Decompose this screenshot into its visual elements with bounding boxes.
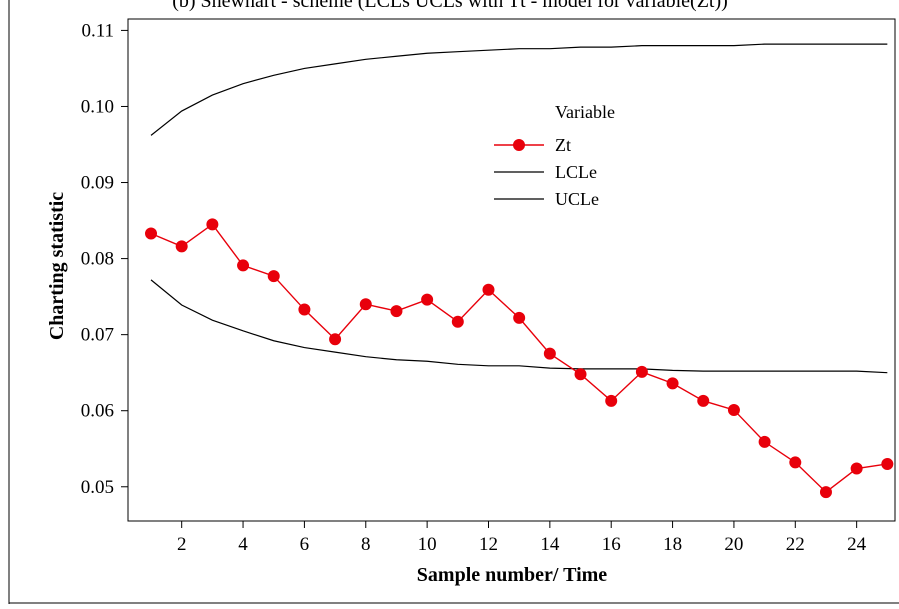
- data-point-zt: [145, 227, 158, 240]
- data-point-zt: [758, 435, 771, 448]
- x-tick-label: 24: [847, 534, 867, 555]
- data-point-zt: [513, 311, 526, 324]
- data-point-zt: [175, 240, 188, 253]
- series-line-zt: [150, 223, 888, 494]
- chart-title: (b) Shewhart - scheme (LCLs UCLs with Tt…: [172, 0, 728, 12]
- y-tick-label: 0.11: [81, 20, 114, 41]
- y-tick-label: 0.10: [81, 96, 114, 117]
- series-layer: [145, 43, 894, 499]
- data-point-zt: [819, 486, 832, 499]
- data-point-zt: [298, 303, 311, 316]
- x-tick-label: 18: [663, 534, 682, 555]
- data-point-zt: [881, 457, 894, 470]
- data-point-zt: [237, 259, 250, 272]
- x-tick-label: 6: [300, 534, 310, 555]
- y-tick-label: 0.07: [81, 325, 114, 346]
- data-point-zt: [605, 394, 618, 407]
- x-axis-title: Sample number/ Time: [417, 564, 608, 586]
- data-point-zt: [390, 305, 403, 318]
- x-tick-label: 10: [418, 534, 437, 555]
- data-point-zt: [359, 298, 372, 311]
- x-tick-label: 20: [724, 534, 743, 555]
- data-point-zt: [727, 403, 740, 416]
- x-tick-label: 14: [540, 534, 560, 555]
- x-tick-label: 4: [238, 534, 248, 555]
- x-tick-label: 2: [177, 534, 187, 555]
- data-point-zt: [574, 368, 587, 381]
- data-point-zt: [482, 283, 495, 296]
- y-tick-label: 0.08: [81, 249, 114, 270]
- data-point-zt: [329, 333, 342, 346]
- x-axis: 2 4 6 8 10 12 14 16 18 20 22 24: [177, 521, 867, 555]
- y-tick-label: 0.09: [81, 173, 114, 194]
- data-point-zt: [850, 462, 863, 475]
- data-point-zt: [421, 293, 434, 306]
- legend-label-lcle: LCLe: [555, 162, 597, 182]
- y-tick-label: 0.06: [81, 401, 114, 422]
- x-tick-label: 16: [602, 534, 621, 555]
- legend: Variable Zt LCLe UCLe: [494, 102, 615, 209]
- legend-label-zt: Zt: [555, 135, 571, 155]
- data-point-zt: [697, 394, 710, 407]
- data-point-zt: [666, 377, 679, 390]
- data-point-zt: [789, 456, 802, 469]
- data-point-zt: [635, 365, 648, 378]
- x-tick-label: 8: [361, 534, 371, 555]
- legend-marker-zt: [513, 139, 525, 151]
- data-point-zt: [543, 347, 556, 360]
- series-line-ucle: [150, 43, 888, 136]
- data-point-zt: [267, 270, 280, 283]
- data-point-zt: [206, 218, 219, 231]
- y-axis: 0.05 0.06 0.07 0.08 0.09 0.10 0.11: [81, 20, 128, 498]
- legend-label-ucle: UCLe: [555, 189, 599, 209]
- x-tick-label: 22: [786, 534, 805, 555]
- legend-title: Variable: [555, 102, 615, 122]
- data-point-zt: [451, 315, 464, 328]
- series-line-lcle: [150, 279, 888, 374]
- y-tick-label: 0.05: [81, 477, 114, 498]
- y-axis-title: Charting statistic: [46, 192, 68, 340]
- plot-area: [127, 18, 896, 522]
- x-tick-label: 12: [479, 534, 498, 555]
